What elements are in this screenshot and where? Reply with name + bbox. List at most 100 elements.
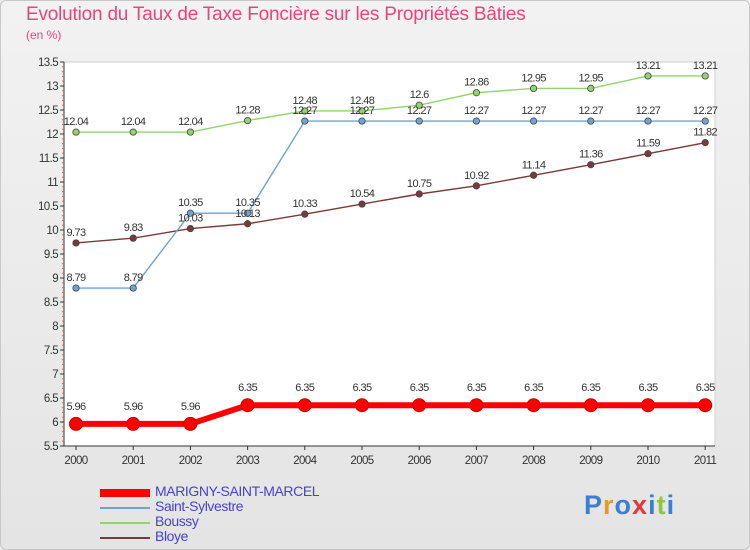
data-label: 12.27 [579,105,604,117]
legend-swatch [100,537,150,539]
series-line-0 [76,402,706,427]
y-tick-label: 9.5 [44,249,58,261]
data-label: 12.95 [579,72,604,84]
data-point [412,398,427,413]
data-label: 5.96 [66,401,85,413]
y-tick-label: 10 [46,225,58,237]
data-point [644,117,652,125]
data-label: 11.36 [579,149,603,161]
data-label: 10.54 [350,188,375,200]
y-tick-label: 11 [47,177,58,189]
data-label: 8.79 [124,272,143,284]
x-tick-label: 2000 [64,455,87,467]
data-label: 6.35 [581,382,600,394]
data-label: 9.83 [124,222,143,234]
data-point [701,72,709,80]
legend-label: MARIGNY-SAINT-MARCEL [155,483,320,499]
data-point [129,128,137,136]
data-label: 12.27 [350,105,375,117]
x-tick-label: 2003 [236,455,259,467]
x-tick-label: 2006 [408,455,431,467]
data-point [186,224,194,233]
data-point [186,209,194,217]
logo-letter: i [648,490,657,520]
y-tick-label: 12.5 [38,105,58,117]
data-label: 13.21 [636,60,661,72]
data-label: 10.75 [407,178,432,190]
logo-letter: i [666,490,676,520]
legend-label: Saint-Sylvestre [155,498,244,514]
data-point [301,210,309,218]
data-point [698,398,713,413]
data-label: 6.35 [410,382,429,394]
data-point [587,117,595,125]
data-label: 12.04 [121,116,146,128]
y-tick-label: 5.5 [44,441,58,453]
data-point [701,139,709,147]
data-label: 12.27 [293,105,318,117]
data-label: 12.27 [636,105,661,117]
data-label: 10.03 [178,213,203,225]
series-line-3 [75,141,706,244]
legend-swatch [100,507,150,509]
logo-letter: P [584,490,604,520]
data-label: 12.27 [464,105,489,117]
y-tick-label: 10.5 [38,201,58,213]
data-point [529,171,538,179]
logo-letter: o [614,490,633,520]
y-tick-label: 11.5 [39,153,58,165]
y-tick-label: 7 [52,369,58,381]
x-tick-label: 2008 [522,455,545,467]
data-label: 10.13 [235,208,260,220]
data-label: 12.04 [178,116,203,128]
data-point [472,117,480,125]
y-tick-label: 7.5 [44,345,58,357]
data-point [472,89,480,97]
data-point [529,84,538,93]
x-tick-label: 2007 [465,455,488,467]
data-point [583,398,598,413]
plot-area [63,61,716,447]
series-line-1 [76,120,706,289]
series-line-2 [76,75,706,133]
x-tick-label: 2005 [350,455,373,467]
data-label: 6.35 [238,382,257,394]
data-point [183,416,198,431]
y-tick-label: 12 [46,129,58,141]
data-point [129,284,137,292]
data-label: 6.35 [524,382,543,394]
data-label: 10.35 [178,197,203,209]
data-point [355,398,369,413]
brand-logo: Proxiti [584,490,675,521]
data-point [587,84,595,93]
chart-unit: (en %) [26,28,62,42]
data-label: 12.86 [464,77,489,89]
data-point [358,200,366,208]
y-tick-label: 6.5 [44,393,58,405]
data-point [244,209,252,217]
data-point [358,107,366,115]
y-tick-label: 8.5 [44,297,58,309]
data-point [301,107,309,115]
data-label: 6.35 [638,382,657,394]
data-label: 10.35 [235,197,260,209]
data-label: 9.73 [66,227,85,239]
logo-letter: t [656,490,667,520]
x-tick-label: 2004 [293,455,317,467]
data-point [358,117,366,125]
y-tick-label: 13.5 [38,57,58,69]
data-label: 12.95 [521,72,546,84]
data-point [244,220,252,228]
data-point [415,190,423,198]
legend-label: Bloye [155,528,189,544]
data-point [644,150,652,158]
data-label: 12.27 [407,105,432,117]
data-label: 6.35 [295,382,314,394]
data-label: 12.28 [235,105,260,117]
data-point [415,101,423,109]
data-label: 6.35 [696,382,715,394]
logo-letter: r [603,490,615,520]
y-tick-label: 6 [52,417,58,429]
data-label: 11.82 [693,127,717,139]
